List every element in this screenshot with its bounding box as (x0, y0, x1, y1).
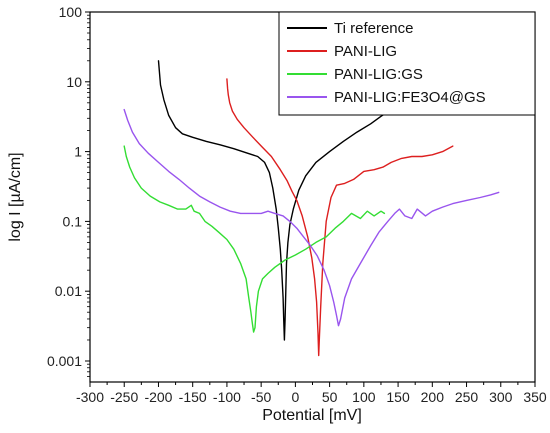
y-axis: 0.001 0.01 0.1 1 10 100 (47, 4, 90, 377)
x-tick-label: 350 (523, 389, 547, 405)
legend-label-1: Ti reference (334, 20, 413, 37)
x-tick-label: -300 (76, 389, 104, 405)
y-tick-label: 0.1 (63, 213, 83, 229)
x-axis: -300 -250 -200 -150 -100 -50 0 50 100 150 200 250 30… (76, 382, 547, 405)
x-tick-label: -200 (144, 389, 172, 405)
legend-label-3: PANI-LIG:GS (334, 66, 423, 83)
series-line-4 (123, 108, 500, 327)
legend: Ti reference PANI-LIG PANI-LIG:GS PANI-LIG:… (278, 11, 536, 116)
y-tick-label: 0.01 (55, 283, 82, 299)
series-line-2 (226, 78, 454, 357)
x-tick-label: 0 (291, 389, 299, 405)
y-tick-label: 10 (66, 74, 82, 90)
y-axis-title: log I [µA/cm] (7, 152, 24, 241)
x-tick-label: -50 (251, 389, 271, 405)
x-tick-label: -100 (213, 389, 241, 405)
y-tick-label: 0.001 (47, 353, 82, 369)
x-tick-label: -250 (110, 389, 138, 405)
x-tick-label: -150 (179, 389, 207, 405)
x-axis-title: Potential [mV] (262, 407, 362, 424)
x-tick-label: 50 (322, 389, 338, 405)
x-tick-label: 100 (352, 389, 376, 405)
y-tick-label: 1 (74, 144, 82, 160)
series-line-1 (157, 60, 389, 341)
legend-label-4: PANI-LIG:FE3O4@GS (334, 89, 486, 106)
series-layer (123, 60, 500, 357)
series-line-3 (123, 145, 386, 333)
x-tick-label: 300 (489, 389, 513, 405)
y-tick-label: 100 (59, 4, 83, 20)
x-tick-label: 150 (386, 389, 410, 405)
legend-label-2: PANI-LIG (334, 43, 397, 60)
x-tick-label: 200 (421, 389, 445, 405)
x-tick-label: 250 (455, 389, 479, 405)
